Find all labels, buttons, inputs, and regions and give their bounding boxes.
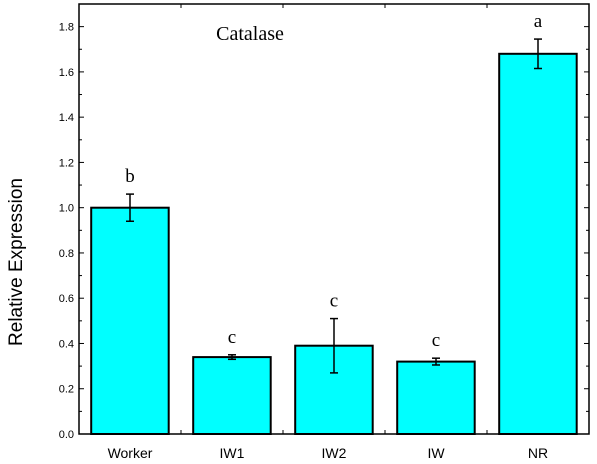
plot-frame [78,3,590,435]
y-tick-label: 0.4 [59,338,74,350]
y-tick-label: 1.0 [59,203,74,215]
y-tick-label: 0.8 [59,248,74,260]
chart-title: Catalase [216,23,284,45]
bar-worker [90,206,170,435]
significance-letter: b [125,166,135,187]
y-tick-label: 1.6 [59,67,74,79]
y-tick-label: 0.2 [59,384,74,396]
significance-letter: c [228,327,236,348]
significance-letter: c [432,330,440,351]
x-tick-label: Worker [108,445,153,461]
y-tick-label: 1.2 [59,157,74,169]
x-tick-label: NR [528,445,548,461]
y-axis-label: Relative Expression [6,178,27,346]
y-tick-label: 1.4 [59,112,74,124]
y-tick-label: 1.8 [59,22,74,34]
bar-iw1 [192,356,272,436]
axes-group: Worker IW1 IW2 IW NR 0.0 0.2 0.4 0.6 0.8 1.0 1.2 1.4… [59,3,590,461]
x-tick-label: IW1 [220,445,245,461]
significance-letter: c [330,291,338,312]
bar-iw [396,360,476,436]
bars-group: b c c c a [90,11,578,436]
x-tick-label: IW2 [322,445,347,461]
x-tick-label: IW [427,445,445,461]
significance-letter: a [534,11,543,32]
y-tick-label: 0.0 [59,429,74,441]
bar-nr [498,52,578,436]
y-tick-label: 0.6 [59,293,74,305]
